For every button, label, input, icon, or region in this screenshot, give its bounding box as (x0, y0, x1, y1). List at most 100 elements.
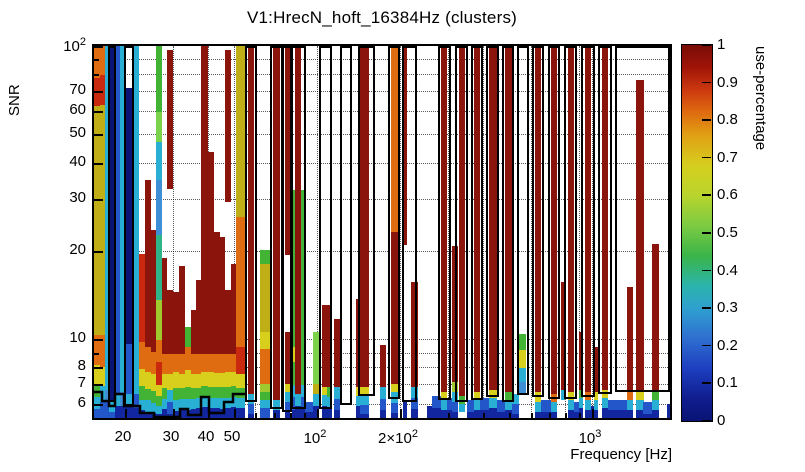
heatmap-column-segment (474, 392, 480, 400)
y-tick-label: 20 (69, 241, 86, 258)
heatmap-column-segment (208, 152, 214, 354)
cluster-outline-box (340, 46, 352, 405)
heatmap-column-segment (191, 310, 196, 354)
heatmap-column-segment (301, 397, 305, 409)
heatmap-column-segment (327, 387, 332, 397)
heatmap-column-segment (145, 180, 151, 347)
heatmap-column-segment (535, 392, 541, 402)
heatmap-column-segment (391, 384, 398, 392)
heatmap-column-segment (285, 332, 290, 384)
heatmap-column-segment (220, 354, 225, 373)
heatmap-column-segment (139, 369, 145, 386)
heatmap-column-segment (505, 410, 512, 418)
heatmap-column-segment (201, 46, 208, 354)
x-major-tick (173, 409, 175, 418)
x-minor-tick (549, 413, 551, 418)
heatmap-column-segment (480, 398, 489, 410)
heatmap-column-segment (360, 395, 369, 405)
heatmap-column-segment (151, 352, 156, 374)
heatmap-column-segment (292, 410, 295, 418)
heatmap-column-segment (120, 46, 125, 392)
heatmap-column-segment (322, 305, 327, 387)
heatmap-column-segment (411, 387, 418, 398)
heatmap-column-segment (489, 46, 497, 390)
heatmap-column-segment (156, 340, 162, 362)
heatmap-column-segment (196, 374, 201, 388)
y-tick-label: 50 (69, 124, 86, 141)
heatmap-column-segment (109, 46, 115, 400)
heatmap-column-segment (236, 388, 245, 398)
heatmap-column-segment (411, 282, 418, 387)
heatmap-column-segment (292, 347, 295, 362)
heatmap-column-segment (179, 374, 185, 388)
heatmap-column-segment (301, 385, 305, 397)
heatmap-column-segment (602, 398, 608, 408)
heatmap-column-segment (305, 402, 313, 412)
x-minor-tick (274, 413, 276, 418)
heatmap-column-segment (551, 412, 557, 418)
heatmap-column-segment (191, 374, 196, 388)
heatmap-column-segment (260, 384, 270, 392)
heatmap-column-segment (636, 400, 644, 410)
heatmap-column-segment (643, 414, 652, 418)
grid-line-vertical (317, 46, 318, 418)
colorbar-tick-label: 0.5 (717, 224, 738, 241)
heatmap-column-segment (94, 335, 100, 365)
heatmap-column-segment (292, 190, 295, 347)
heatmap-column-segment (327, 397, 332, 408)
heatmap-column-segment (489, 398, 497, 408)
heatmap-column-segment (432, 408, 441, 418)
heatmap-column-segment (201, 407, 208, 418)
heatmap-column-segment (185, 370, 191, 387)
cluster-outline-box (438, 46, 451, 400)
heatmap-column-segment (474, 400, 480, 410)
heatmap-column-segment (236, 408, 245, 418)
heatmap-column-segment (173, 354, 179, 372)
cluster-outline-box (471, 46, 483, 400)
heatmap-column-segment (208, 354, 214, 372)
heatmap-column-segment (313, 394, 319, 406)
cluster-outline-box (532, 46, 544, 397)
heatmap-column-segment (139, 342, 145, 369)
heatmap-column-segment (411, 398, 418, 409)
colorbar-tick-label: 0.2 (717, 336, 738, 354)
colorbar-tick (702, 156, 711, 159)
heatmap-column-segment (313, 384, 319, 394)
heatmap-column-segment (285, 402, 290, 412)
heatmap-column-segment (201, 354, 208, 372)
cluster-outline-box (615, 46, 670, 392)
heatmap-column-segment (334, 319, 340, 387)
heatmap-column-segment (585, 400, 591, 410)
heatmap-column-segment (322, 387, 327, 395)
heatmap-column-segment (459, 46, 465, 396)
grid-line-horizontal (94, 134, 670, 135)
heatmap-column-segment (360, 405, 369, 414)
heatmap-column-segment (585, 46, 591, 392)
heatmap-column-segment (380, 345, 386, 387)
heatmap-column-segment (94, 365, 100, 384)
y-minor-tick (94, 59, 99, 61)
heatmap-column-segment (292, 397, 295, 410)
heatmap-column-segment (313, 332, 319, 384)
x-minor-tick (565, 413, 567, 418)
heatmap-column-segment (512, 394, 519, 404)
heatmap-column-segment (201, 386, 208, 397)
colorbar-tick-label: 1 (717, 36, 726, 53)
grid-line-vertical (531, 46, 532, 418)
heatmap-column-segment (480, 410, 489, 418)
x-major-tick (234, 409, 236, 418)
y-major-tick (94, 367, 103, 369)
heatmap-column-segment (301, 190, 305, 385)
heatmap-column-segment (441, 410, 447, 418)
heatmap-column-segment (225, 354, 231, 372)
heatmap-column-segment (179, 266, 185, 354)
heatmap-column-segment (474, 46, 480, 392)
heatmap-column-segment (94, 106, 100, 335)
heatmap-column-segment (273, 400, 280, 410)
heatmap-column-segment (260, 349, 270, 384)
heatmap-column-segment (334, 410, 340, 418)
heatmap-column-segment (380, 410, 386, 418)
heatmap-column-segment (125, 88, 134, 344)
heatmap-column-segment (594, 347, 598, 392)
heatmap-column-segment (356, 396, 360, 406)
